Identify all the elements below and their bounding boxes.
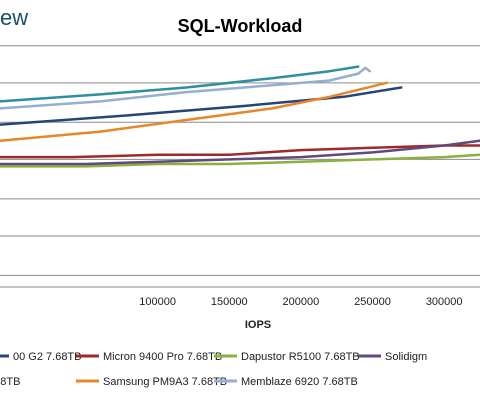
series-line-6 bbox=[0, 66, 371, 110]
series-line-4 bbox=[0, 65, 360, 103]
series-line-1 bbox=[0, 144, 480, 159]
gridlines bbox=[0, 45, 480, 276]
series-line-5 bbox=[0, 81, 389, 143]
legend-label-4: 7.68TB bbox=[0, 376, 20, 388]
x-tick-label: 100000 bbox=[139, 296, 176, 308]
x-tick-labels: 100000 150000 200000 250000 300000 bbox=[139, 296, 462, 308]
legend-label-1: Micron 9400 Pro 7.68TB bbox=[103, 351, 222, 363]
series-line-3 bbox=[0, 139, 480, 166]
legend-label-2: Dapustor R5100 7.68TB bbox=[241, 351, 360, 363]
chart-title: SQL-Workload bbox=[178, 16, 303, 36]
legend: 00 G2 7.68TB Micron 9400 Pro 7.68TB Dapust… bbox=[0, 351, 427, 388]
x-tick-label: 200000 bbox=[283, 296, 320, 308]
legend-label-3: Solidigm bbox=[385, 351, 427, 363]
x-tick-label: 300000 bbox=[426, 296, 463, 308]
legend-label-0: 00 G2 7.68TB bbox=[13, 351, 82, 363]
series-line-2 bbox=[0, 153, 480, 168]
series-line-0 bbox=[0, 86, 403, 126]
x-axis-label: IOPS bbox=[245, 319, 271, 331]
logo-watermark: ew bbox=[0, 5, 28, 30]
series-lines bbox=[0, 65, 480, 168]
legend-label-5: Samsung PM9A3 7.68TB bbox=[103, 376, 227, 388]
x-tick-label: 150000 bbox=[211, 296, 248, 308]
legend-label-6: Memblaze 6920 7.68TB bbox=[241, 376, 358, 388]
x-tick-label: 250000 bbox=[354, 296, 391, 308]
